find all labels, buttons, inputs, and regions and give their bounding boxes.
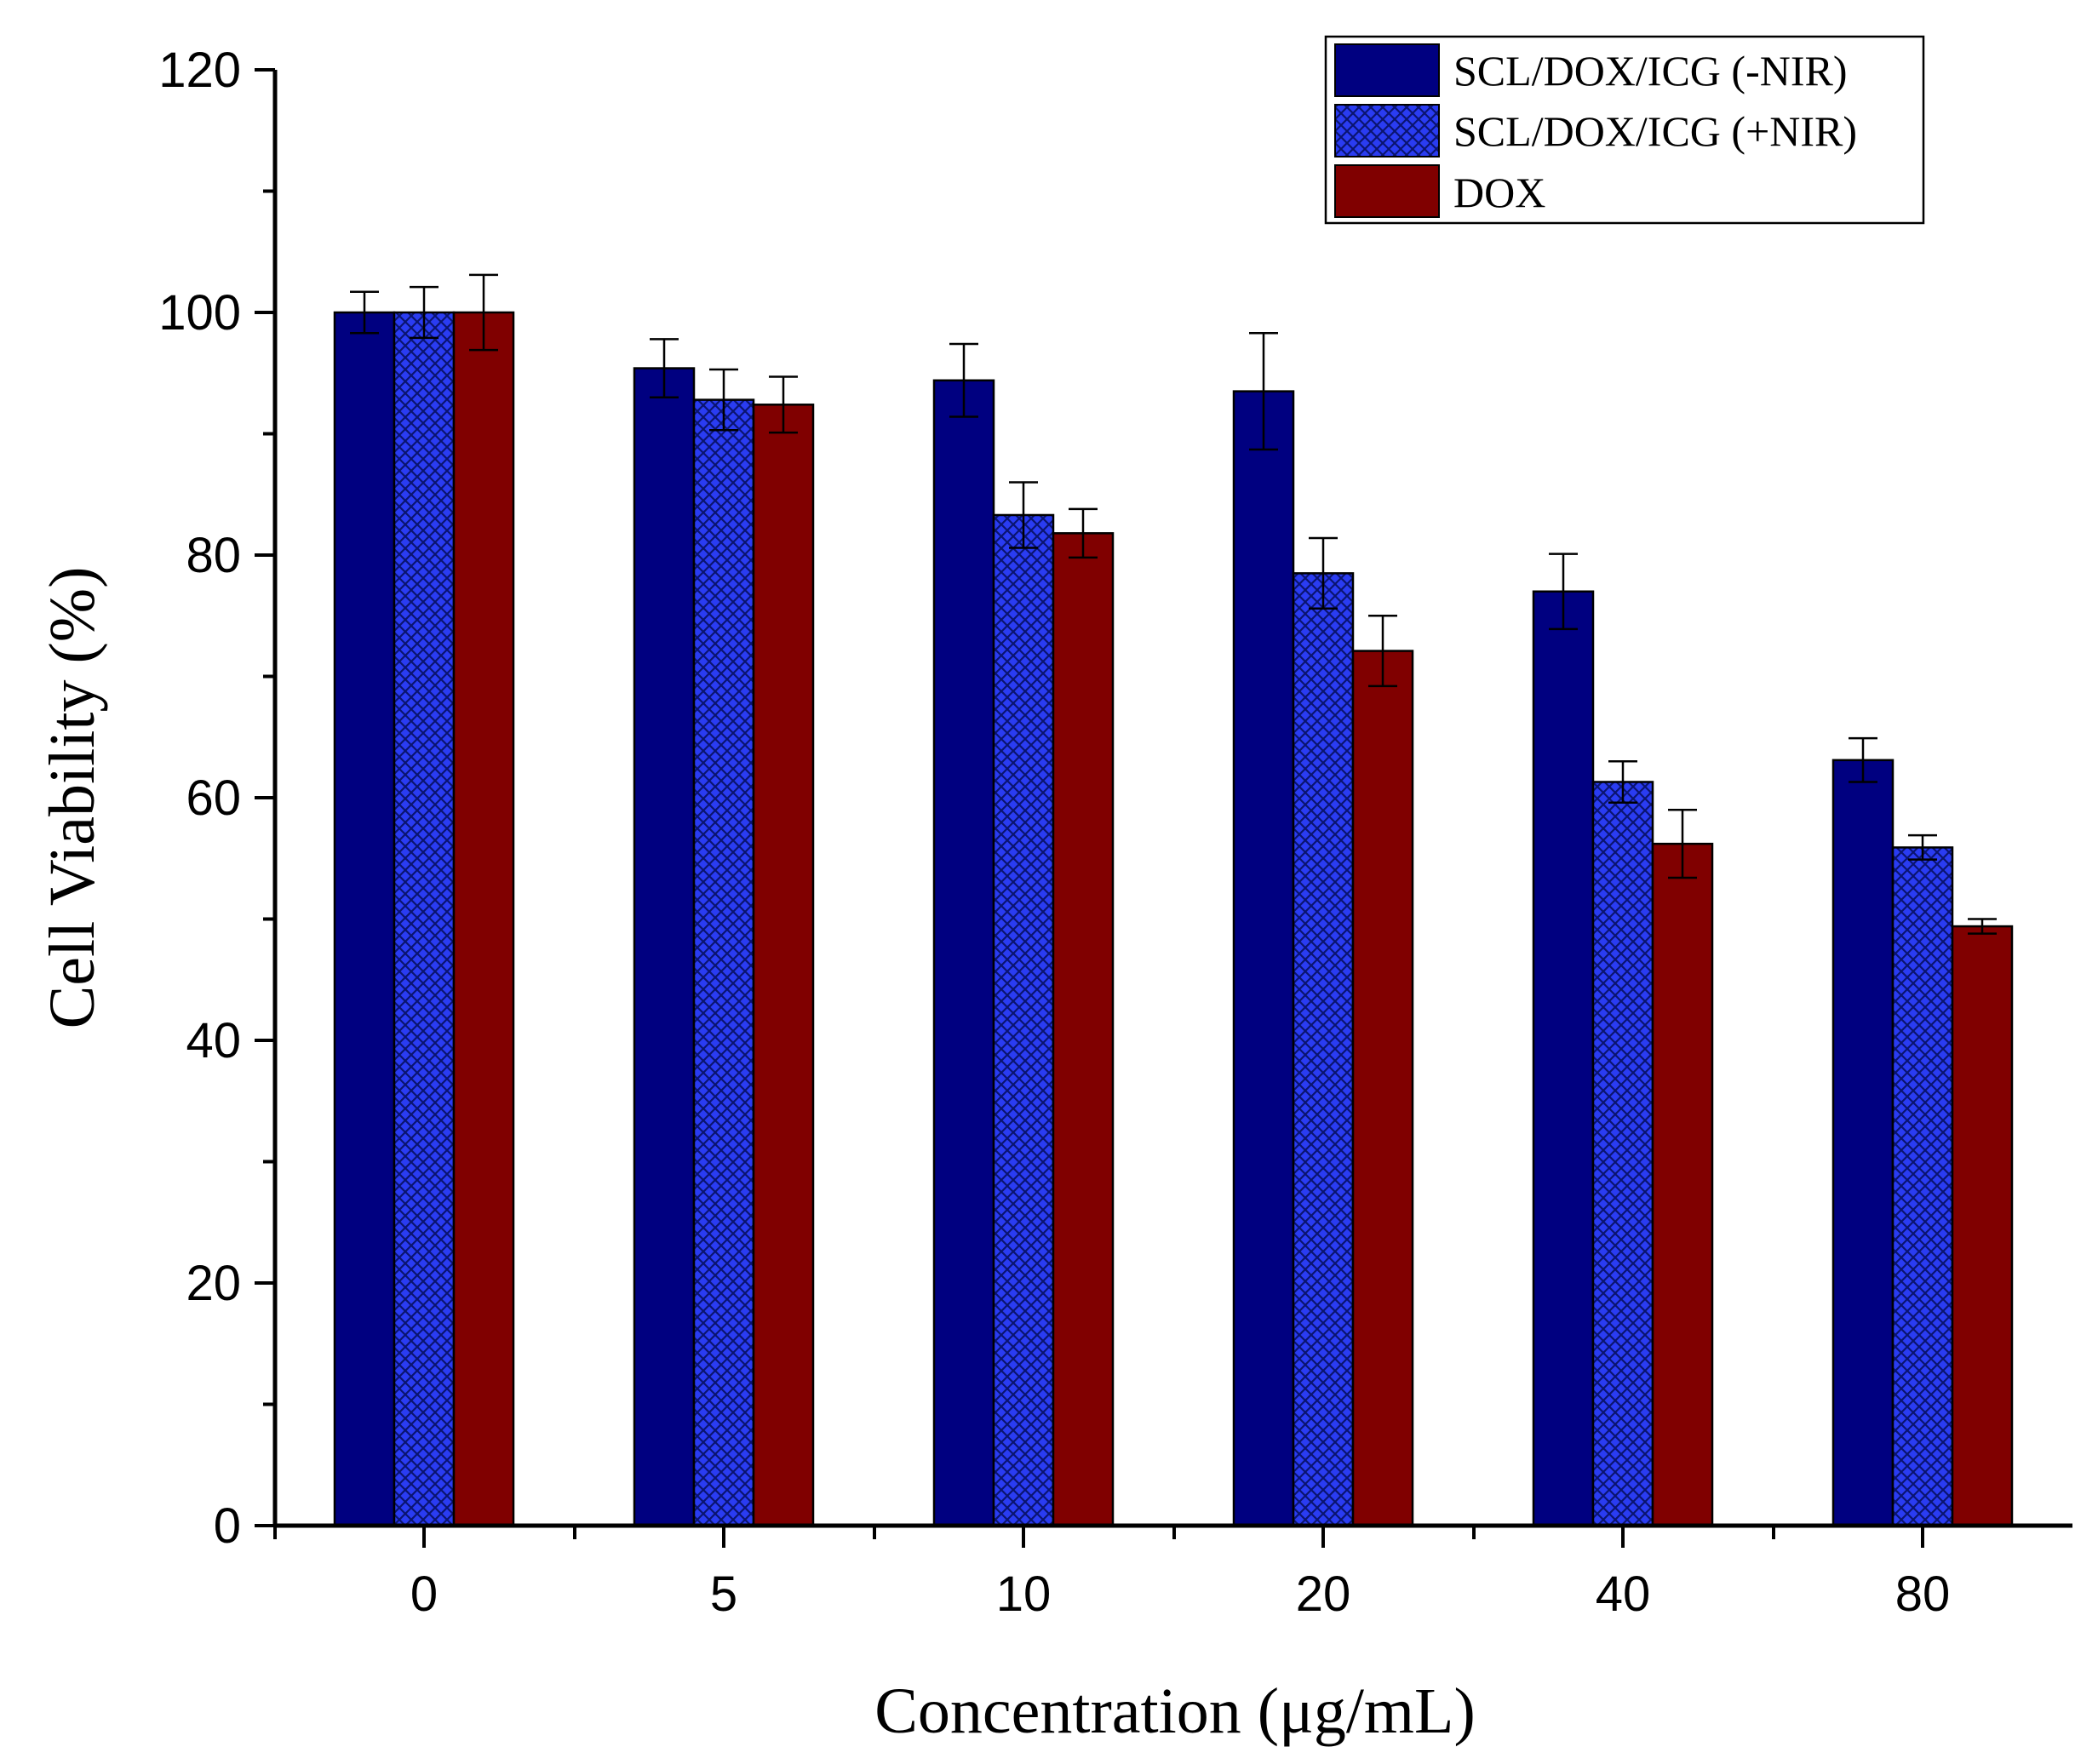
legend-label-scl-dox-icg-no-nir: SCL/DOX/ICG (-NIR): [1453, 47, 1847, 94]
y-ticks: 0 20 40 60 80 100 120: [158, 43, 275, 1554]
legend-swatch-scl-dox-icg-no-nir: [1334, 43, 1440, 97]
error-bar-dox-10: [1069, 507, 1098, 559]
error-bar-dox-5: [769, 375, 798, 434]
x-tick-label: 40: [1596, 1566, 1651, 1622]
bar-scl-dox-icg-no-nir-80: [1831, 759, 1895, 1527]
bar-dox-5: [752, 404, 815, 1527]
error-bar-scl-dox-icg-no-nir-20: [1249, 331, 1278, 451]
x-axis-title: Concentration (μg/mL): [874, 1675, 1476, 1747]
x-ticks: 0 5 10 20 40 80: [273, 1526, 1951, 1622]
bar-scl-dox-icg-no-nir-10: [932, 379, 995, 1527]
bar-dox-80: [1951, 925, 2014, 1527]
y-tick-label: 20: [186, 1256, 241, 1311]
y-tick-label: 40: [186, 1013, 241, 1068]
y-axis-title: Cell Viability (%): [37, 567, 108, 1029]
legend: SCL/DOX/ICG (-NIR) SCL/DOX/ICG (+NIR) DO…: [1324, 35, 1925, 225]
error-bar-scl-dox-icg-nir-40: [1608, 760, 1637, 804]
error-bar-scl-dox-icg-nir-0: [410, 285, 439, 340]
legend-swatch-dox: [1334, 164, 1440, 218]
bar-dox-0: [452, 311, 515, 1527]
error-bar-dox-40: [1668, 809, 1697, 879]
error-bar-scl-dox-icg-no-nir-40: [1549, 553, 1578, 631]
error-bar-scl-dox-icg-no-nir-0: [350, 290, 379, 335]
y-tick-label: 80: [186, 528, 241, 583]
error-bar-dox-20: [1368, 615, 1397, 688]
y-tick-label: 0: [214, 1498, 241, 1554]
error-bar-dox-0: [469, 273, 498, 352]
bar-scl-dox-icg-nir-40: [1591, 781, 1654, 1527]
bar-scl-dox-icg-nir-80: [1891, 846, 1954, 1527]
error-bar-scl-dox-icg-no-nir-5: [650, 338, 679, 398]
legend-label-dox: DOX: [1453, 169, 1545, 216]
error-bar-scl-dox-icg-nir-80: [1908, 833, 1937, 861]
error-bar-scl-dox-icg-no-nir-80: [1849, 736, 1877, 783]
legend-label-scl-dox-icg-nir: SCL/DOX/ICG (+NIR): [1453, 107, 1857, 155]
y-tick-label: 100: [158, 285, 241, 341]
bar-scl-dox-icg-no-nir-0: [333, 311, 396, 1527]
bar-scl-dox-icg-nir-10: [992, 513, 1055, 1527]
bar-scl-dox-icg-no-nir-5: [633, 367, 696, 1527]
error-bar-dox-80: [1968, 918, 1997, 935]
error-bar-scl-dox-icg-nir-10: [1009, 481, 1038, 549]
x-tick-label: 80: [1895, 1566, 1951, 1622]
bar-scl-dox-icg-nir-20: [1292, 572, 1355, 1527]
x-tick-label: 20: [1296, 1566, 1351, 1622]
bar-scl-dox-icg-no-nir-40: [1532, 590, 1595, 1527]
error-bar-scl-dox-icg-nir-5: [709, 368, 738, 432]
error-bar-scl-dox-icg-no-nir-10: [949, 342, 978, 418]
bar-scl-dox-icg-nir-0: [393, 311, 456, 1527]
bar-dox-40: [1651, 842, 1714, 1527]
y-tick-label: 120: [158, 43, 241, 98]
x-tick-label: 10: [996, 1566, 1052, 1622]
bar-dox-20: [1351, 650, 1414, 1527]
x-tick-label: 5: [710, 1566, 737, 1622]
bar-scl-dox-icg-nir-5: [692, 398, 755, 1527]
bar-dox-10: [1052, 532, 1115, 1527]
bar-scl-dox-icg-no-nir-20: [1232, 390, 1295, 1527]
x-tick-label: 0: [410, 1566, 438, 1622]
bars-layer: [333, 311, 2014, 1527]
error-bar-scl-dox-icg-nir-20: [1309, 536, 1338, 610]
legend-swatch-scl-dox-icg-nir: [1334, 104, 1440, 158]
error-bars-layer: [350, 273, 1997, 935]
y-tick-label: 60: [186, 770, 241, 826]
